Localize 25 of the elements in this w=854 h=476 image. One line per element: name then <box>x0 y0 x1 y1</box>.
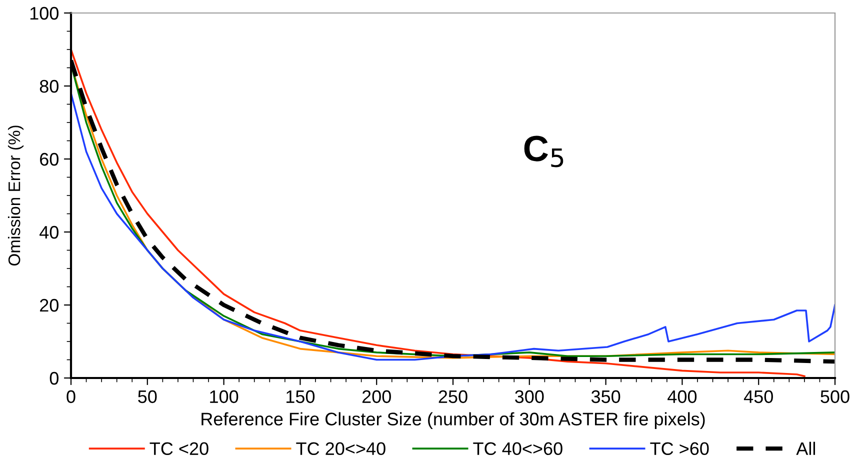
x-tick-label: 150 <box>286 390 315 404</box>
y-tick-label: 100 <box>30 6 58 20</box>
x-tick-label: 250 <box>438 390 468 404</box>
x-tick-label: 50 <box>138 390 157 404</box>
annotation: C$_{5}$ <box>524 136 564 168</box>
legend-label: TC <20 <box>150 442 208 456</box>
x-tick-label: 450 <box>744 390 773 404</box>
legend-label: All <box>796 442 815 455</box>
x-tick-label: 500 <box>820 390 850 404</box>
y-tick-label: 0 <box>50 372 58 385</box>
y-tick-label: 60 <box>40 152 58 166</box>
x-tick-label: 350 <box>591 390 620 404</box>
y-tick-label: 20 <box>40 298 58 312</box>
x-tick-label: 100 <box>210 390 238 404</box>
y-axis-title: Omission Error (%) <box>8 126 24 266</box>
x-axis-title: Reference Fire Cluster Size (number of 30m ASTER fire pixels) <box>202 412 705 430</box>
x-tick-label: 200 <box>362 390 391 404</box>
y-tick-label: 40 <box>40 226 58 239</box>
x-tick-label: 300 <box>515 390 544 404</box>
legend-label: TC >60 <box>650 442 709 456</box>
x-tick-label: 400 <box>668 390 697 404</box>
y-tick-label: 80 <box>40 80 58 93</box>
legend-label: TC 20<>40 <box>296 442 386 456</box>
legend-label: TC 40<>60 <box>473 442 562 456</box>
x-tick-label: 0 <box>66 390 76 404</box>
